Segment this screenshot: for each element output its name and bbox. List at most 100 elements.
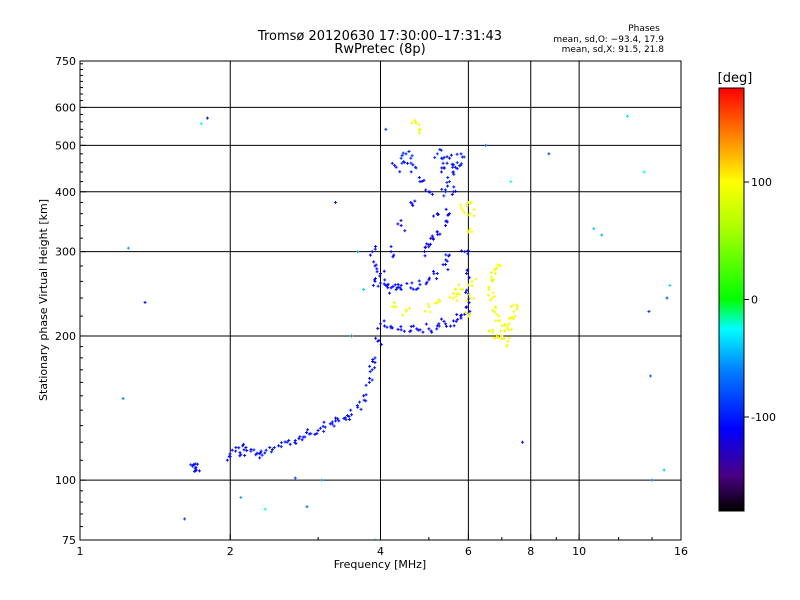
data-point [442,155,446,159]
data-point [199,122,203,126]
data-point [395,286,399,290]
data-point [442,166,446,170]
data-point [451,296,455,300]
data-point [431,269,435,273]
data-point [503,329,507,333]
data-point [283,440,287,444]
y-tick-label: 400 [55,186,76,199]
data-point [466,213,470,217]
data-point [494,319,498,323]
data-point [416,286,420,290]
data-point [390,161,394,165]
y-tick-label: 200 [55,330,76,343]
data-point [194,466,198,470]
data-point [228,452,232,456]
data-point [397,285,401,289]
data-point [367,380,371,384]
data-point [264,448,268,452]
data-point [427,245,431,249]
data-point [364,383,368,387]
data-point [389,324,393,328]
data-point [298,435,302,439]
data-point [330,420,334,424]
data-point [507,336,511,340]
data-point [260,453,264,457]
data-point [457,283,461,287]
data-point [650,478,654,482]
data-point [455,152,459,156]
data-point [405,161,409,165]
data-point [394,165,398,169]
data-point [515,304,519,308]
y-tick-label: 600 [55,101,76,114]
data-point [464,290,468,294]
data-point [437,322,441,326]
data-point [472,214,476,218]
data-point [464,306,468,310]
data-point [439,317,443,321]
data-point [252,448,256,452]
y-axis-label: Stationary phase Virtual Height [km] [37,199,50,401]
data-point [509,180,513,184]
data-point [425,242,429,246]
data-point [420,179,424,183]
data-point [379,343,383,347]
data-point [463,312,467,316]
x-tick-label: 16 [674,545,688,558]
data-point [465,299,469,303]
data-point [448,324,452,328]
data-point [383,278,387,282]
data-point [400,153,404,157]
data-point [507,316,511,320]
data-point [520,440,524,444]
data-point [279,441,283,445]
data-point [370,378,374,382]
data-point [424,282,428,286]
colorbar-tick-label: 100 [751,176,772,189]
data-point [323,425,327,429]
data-point [417,176,421,180]
data-point [444,207,448,211]
x-tick-label: 4 [377,545,384,558]
data-point [490,296,494,300]
y-tick-label: 500 [55,139,76,152]
data-point [263,451,267,455]
data-point [490,278,494,282]
data-point [447,254,451,258]
colorbar-tick-label: -100 [751,411,776,424]
data-point [409,286,413,290]
data-point [505,326,509,330]
data-point [389,245,393,249]
data-point [427,278,431,282]
data-point [459,162,463,166]
data-point [392,301,396,305]
data-point [507,328,511,332]
data-point [355,403,359,407]
data-point [600,233,604,237]
data-point [410,281,414,285]
data-point [356,250,360,254]
data-point [515,307,519,311]
data-point [322,420,326,424]
data-point [466,283,470,287]
data-point [496,335,500,339]
data-point [428,242,432,246]
data-point [277,444,281,448]
data-point [197,469,201,473]
data-point [440,187,444,191]
data-point [429,329,433,333]
data-point [448,156,452,160]
data-point [225,458,229,462]
data-point [411,287,415,291]
data-point [399,283,403,287]
data-point [422,250,426,254]
grid-lines [80,61,681,540]
data-point [394,288,398,292]
data-point [463,250,467,254]
data-point [510,315,514,319]
data-point [497,314,501,318]
data-point [384,127,388,131]
data-point [448,295,452,299]
data-point [499,329,503,333]
